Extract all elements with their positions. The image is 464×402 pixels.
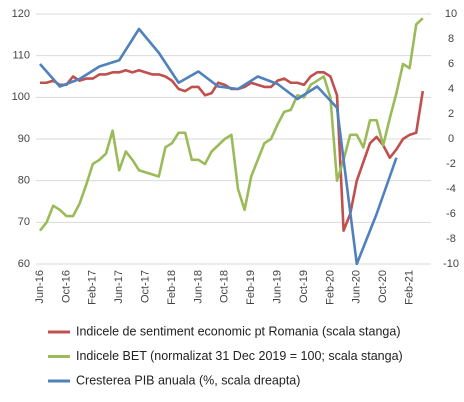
x-tick-label: Jun-20 <box>351 270 363 304</box>
x-tick-label: Jun-16 <box>34 270 46 304</box>
y-tick-label: 110 <box>12 50 30 62</box>
legend-label: Indicele de sentiment economic pt Romani… <box>76 324 400 338</box>
y2-tick-label: -2 <box>446 158 456 170</box>
legend-label: Indicele BET (normalizat 31 Dec 2019 = 1… <box>76 349 403 363</box>
x-tick-label: Feb-21 <box>404 270 416 305</box>
y-tick-label: 80 <box>18 175 30 187</box>
y-tick-label: 70 <box>18 216 30 228</box>
y-tick-label: 100 <box>12 91 30 103</box>
y2-tick-label: -8 <box>446 233 456 245</box>
y2-tick-label: 2 <box>448 108 454 120</box>
x-tick-label: Feb-17 <box>87 270 99 305</box>
x-tick-label: Oct-19 <box>298 270 310 303</box>
x-tick-label: Oct-18 <box>219 270 231 303</box>
y2-tick-label: -4 <box>446 183 456 195</box>
y2-tick-label: -6 <box>446 208 456 220</box>
x-tick-label: Jun-19 <box>272 270 284 304</box>
y2-tick-label: 0 <box>448 133 454 145</box>
legend-label: Cresterea PIB anuala (%, scala dreapta) <box>76 373 300 387</box>
x-tick-label: Feb-19 <box>245 270 257 305</box>
x-tick-label: Feb-18 <box>166 270 178 305</box>
y-tick-label: 60 <box>18 258 30 270</box>
y2-tick-label: 4 <box>448 83 454 95</box>
y2-tick-label: 10 <box>445 8 457 20</box>
x-tick-label: Jun-18 <box>192 270 204 304</box>
y2-tick-label: 6 <box>448 58 454 70</box>
y2-tick-label: -10 <box>443 258 459 270</box>
x-tick-label: Oct-20 <box>377 270 389 303</box>
y-tick-label: 120 <box>12 8 30 20</box>
y2-tick-label: 8 <box>448 33 454 45</box>
series-line <box>40 68 425 232</box>
legend: Indicele de sentiment economic pt Romani… <box>48 324 403 387</box>
x-tick-label: Oct-17 <box>140 270 152 303</box>
x-tick-label: Feb-20 <box>324 270 336 305</box>
y-tick-label: 90 <box>18 133 30 145</box>
x-tick-label: Jun-17 <box>113 270 125 304</box>
series-line <box>38 17 424 232</box>
series-line <box>39 27 398 266</box>
x-tick-label: Oct-16 <box>60 270 72 303</box>
